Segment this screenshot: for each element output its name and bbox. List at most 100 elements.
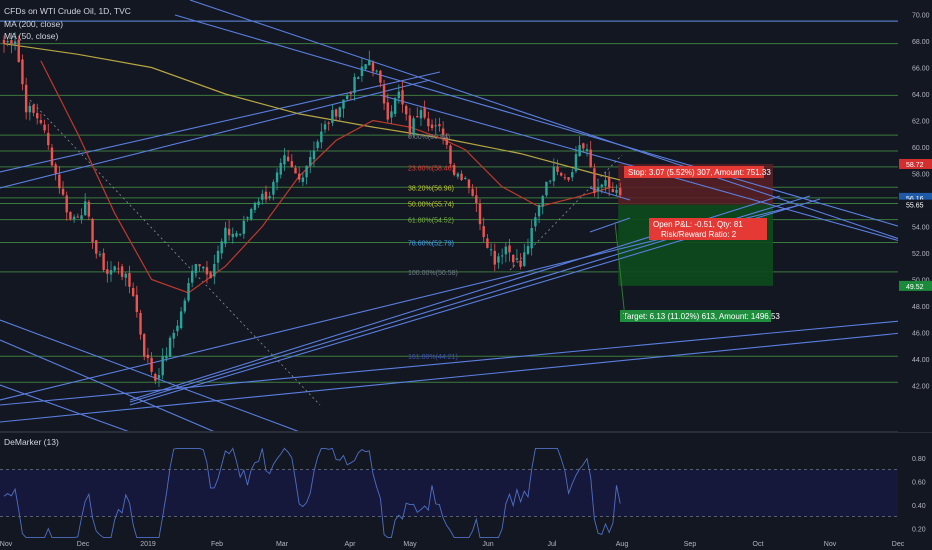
ma50-legend[interactable]: MA (50, close) (4, 31, 59, 41)
trendline[interactable] (174, 14, 932, 237)
candle-body (65, 195, 68, 213)
y-tick-label: 44.00 (912, 357, 930, 364)
candle-body (452, 165, 456, 175)
y-tick-label: 62.00 (912, 119, 930, 126)
osc-tick-label: 0.20 (912, 526, 926, 533)
candle-body (349, 92, 353, 94)
candle-body (530, 227, 533, 249)
candle-body (460, 173, 463, 181)
open-pnl-label: Open P&L: -0.51, Qty: 81 (653, 220, 743, 229)
candle-body (604, 180, 607, 186)
ma50-line (40, 60, 614, 294)
x-tick-label: Nov (0, 541, 13, 548)
candle-body (571, 172, 574, 178)
candle-body (209, 272, 212, 279)
candle-body (323, 124, 327, 130)
candle-body (124, 273, 127, 278)
price-tag-label: 58.72 (906, 162, 924, 169)
candle-body (379, 70, 382, 83)
candle-body (91, 218, 94, 243)
candle-body (128, 273, 131, 287)
candle-body (198, 264, 201, 267)
candle-body (305, 165, 308, 178)
candle-body (28, 106, 32, 113)
candle-body (467, 179, 471, 188)
candle-body (98, 254, 102, 256)
candle-body (21, 59, 24, 85)
candle-body (537, 204, 541, 217)
trendline[interactable] (589, 187, 631, 201)
candle-body (338, 107, 341, 118)
candle-body (72, 216, 76, 220)
candle-body (43, 124, 46, 131)
candle-body (39, 120, 43, 124)
trendline[interactable] (189, 0, 932, 251)
candle-body (523, 252, 526, 266)
candle-body (272, 181, 275, 195)
demarker-legend[interactable]: DeMarker (13) (4, 437, 59, 447)
candle-body (401, 90, 404, 105)
x-tick-label: May (403, 541, 417, 548)
candle-body (213, 263, 216, 277)
x-tick-label: Apr (345, 541, 357, 548)
candle-body (183, 300, 187, 312)
ma200-legend[interactable]: MA (200, close) (4, 19, 64, 29)
candle-body (371, 62, 375, 72)
candle-body (512, 254, 515, 263)
price-tag-label: 49.52 (906, 284, 924, 291)
y-tick-label: 70.00 (912, 13, 930, 20)
candle-body (508, 245, 511, 253)
x-tick-label: Jun (482, 541, 493, 548)
candle-body (202, 266, 205, 269)
time-axis: Nov Dec 2019 Feb Mar Apr May Jun Jul Aug Sep Oct Nov… (0, 541, 905, 548)
candle-body (497, 256, 500, 263)
candle-body (238, 233, 242, 235)
candle-body (357, 77, 360, 80)
candle-body (360, 66, 364, 76)
price-tag-label: 56.16 (906, 196, 924, 203)
candle-body (131, 287, 135, 296)
candle-body (449, 145, 452, 164)
trendline[interactable] (0, 319, 301, 433)
candle-body (150, 357, 153, 372)
candle-body (102, 252, 105, 270)
candle-body (83, 201, 87, 216)
fibonacci-retracement[interactable]: 0.00%(60.84) 23.60%(58.46) 38.20%(56.96) 50… (408, 134, 458, 361)
osc-tick-label: 0.80 (912, 456, 926, 463)
candle-body (161, 356, 164, 376)
chart-title: CFDs on WTI Crude Oil, 1D, TVC (4, 6, 131, 16)
trendline[interactable] (0, 317, 932, 406)
candle-body (235, 233, 238, 237)
candle-body (515, 258, 519, 260)
candle-body (13, 41, 17, 45)
position-tool[interactable]: Stop: 3.07 (5.52%) 307, Amount: 751.33 Op… (614, 166, 780, 322)
candle-body (464, 177, 467, 180)
candle-body (187, 283, 190, 301)
candle-body (165, 355, 168, 359)
x-tick-label: Mar (276, 541, 289, 548)
candle-body (205, 267, 209, 275)
trendline[interactable] (0, 79, 431, 189)
axis-background (898, 0, 932, 432)
trendline[interactable] (0, 384, 131, 433)
candle-body (95, 240, 98, 254)
candle-body (10, 40, 13, 45)
candle-body (556, 166, 559, 172)
candle-body (397, 91, 401, 99)
osc-tick-label: 0.40 (912, 503, 926, 510)
trendline[interactable] (589, 217, 631, 233)
candle-body (253, 202, 257, 210)
candle-body (113, 266, 116, 271)
candle-body (109, 270, 113, 275)
candle-body (582, 143, 585, 149)
candle-body (312, 150, 316, 160)
trendline[interactable] (0, 71, 441, 173)
trendline[interactable] (0, 339, 216, 433)
open-pnl-box (649, 218, 767, 240)
candle-body (327, 122, 330, 124)
candle-body (80, 215, 83, 220)
candle-body (478, 203, 482, 225)
candle-body (316, 141, 319, 149)
